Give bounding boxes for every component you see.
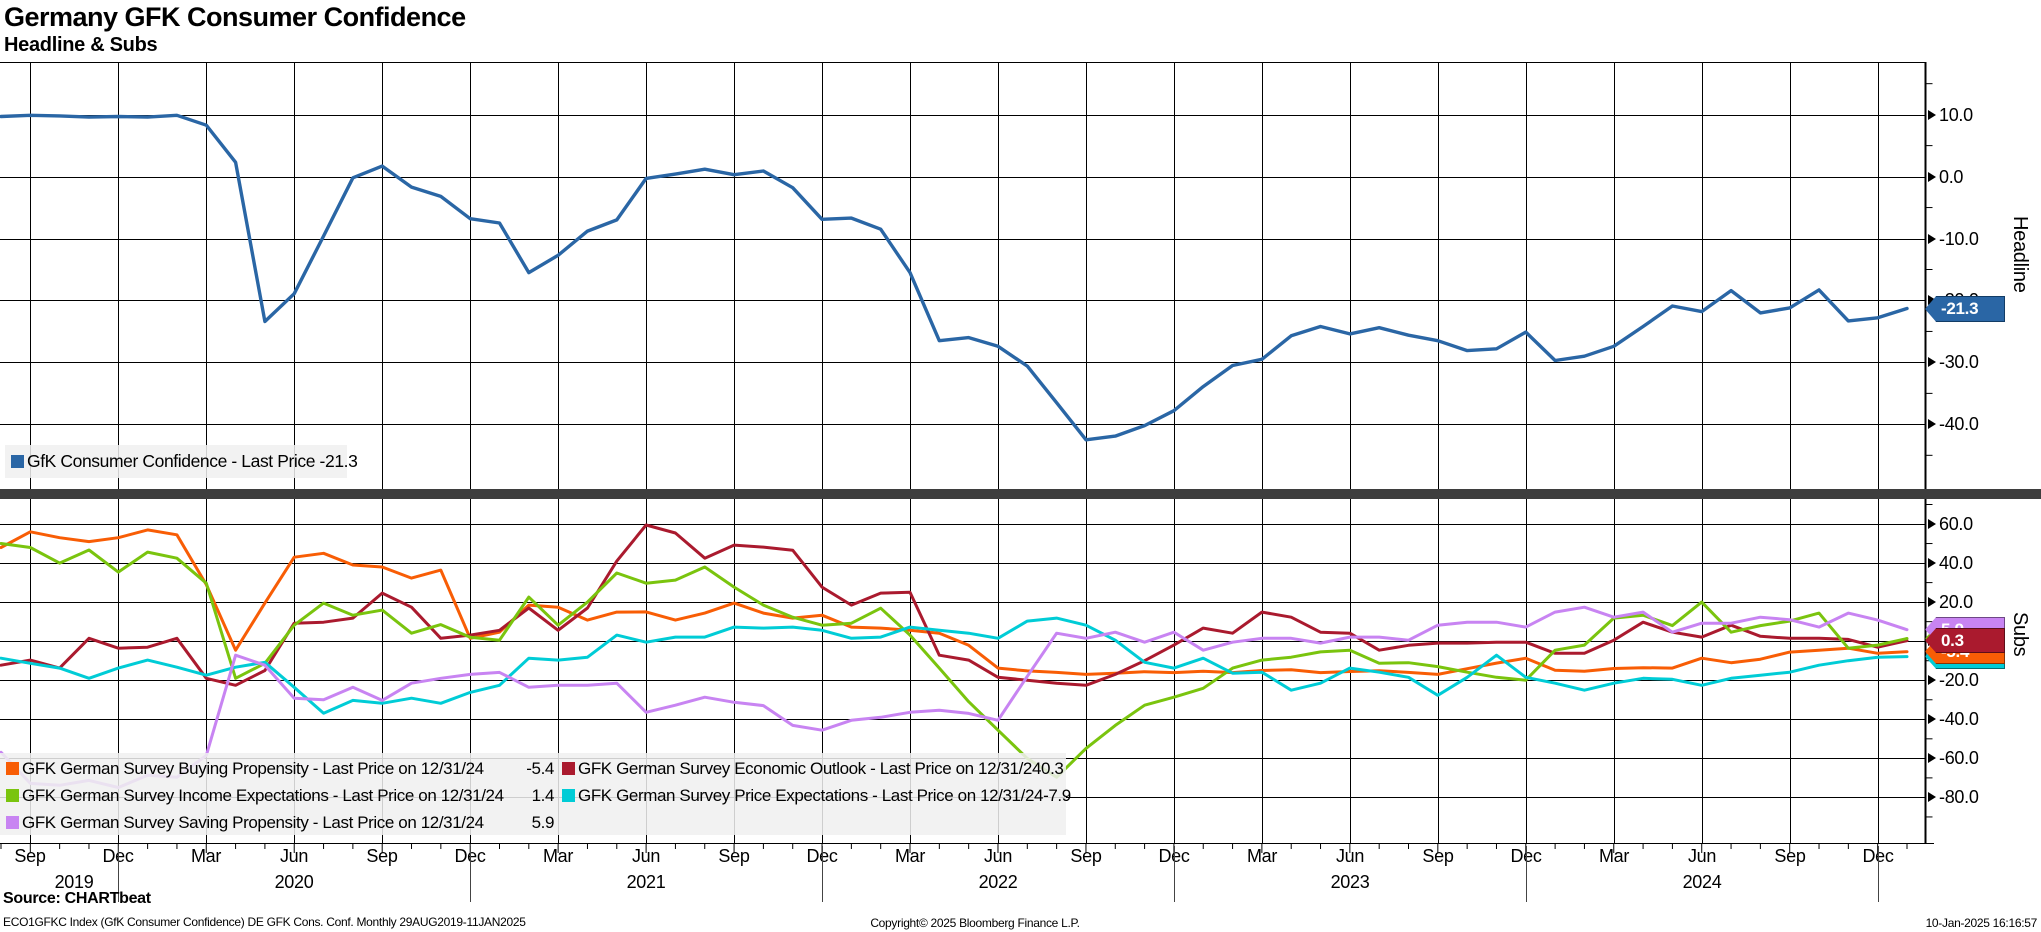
last-price-badge-subs[interactable]: 0.3 xyxy=(1925,628,2005,653)
y-tick-label: -40.0 xyxy=(1928,414,1979,434)
legend-entry[interactable]: GFK German Survey Saving Propensity - La… xyxy=(6,809,554,836)
legend-label: GFK German Survey Price Expectations - L… xyxy=(578,785,1044,805)
x-tick-label: Sep xyxy=(718,846,750,866)
legend-headline-text: GfK Consumer Confidence - Last Price -21… xyxy=(27,451,358,471)
legend-value: -7.9 xyxy=(1043,785,1071,805)
x-year-label: 2021 xyxy=(626,872,666,892)
x-tick-label: Sep xyxy=(14,846,46,866)
legend-subs: GFK German Survey Buying Propensity - La… xyxy=(0,753,1071,836)
x-tick-label: Mar xyxy=(190,846,222,866)
x-tick-label: Jun xyxy=(983,846,1013,866)
x-year-label: 2022 xyxy=(978,872,1018,892)
tick-arrow-icon xyxy=(1928,110,1936,120)
tick-arrow-icon xyxy=(1928,357,1936,367)
x-tick-label: Jun xyxy=(279,846,309,866)
legend-label: GFK German Survey Economic Outlook - Las… xyxy=(578,758,1042,778)
x-tick-label: Sep xyxy=(1070,846,1102,866)
tick-arrow-icon xyxy=(1928,675,1936,685)
legend-swatch xyxy=(562,789,575,802)
x-tick-label: Sep xyxy=(366,846,398,866)
y-tick-label: -10.0 xyxy=(1928,229,1979,249)
legend-entry[interactable]: GFK German Survey Income Expectations - … xyxy=(6,782,554,809)
legend-value: -5.4 xyxy=(526,758,554,778)
legend-swatch-headline xyxy=(11,455,24,468)
x-year-label: 2020 xyxy=(274,872,314,892)
ticker-description: ECO1GFKC Index (GfK Consumer Confidence)… xyxy=(3,915,526,929)
x-year-label: 2023 xyxy=(1330,872,1370,892)
legend-label: GFK German Survey Saving Propensity - La… xyxy=(22,812,484,832)
y-tick-label: -30.0 xyxy=(1928,352,1979,372)
x-tick-label: Sep xyxy=(1774,846,1806,866)
axis-name-subs: Subs xyxy=(2009,612,2031,657)
tick-arrow-icon xyxy=(1928,558,1936,568)
year-separator xyxy=(470,846,471,902)
legend-entry[interactable]: GFK German Survey Economic Outlook - Las… xyxy=(562,755,1064,782)
page-subtitle: Headline & Subs xyxy=(4,34,158,56)
legend-headline[interactable]: GfK Consumer Confidence - Last Price -21… xyxy=(5,445,358,478)
legend-entry[interactable]: GFK German Survey Buying Propensity - La… xyxy=(6,755,554,782)
x-year-label: 2024 xyxy=(1682,872,1722,892)
y-tick-label: 40.0 xyxy=(1928,553,1973,573)
legend-swatch xyxy=(6,789,19,802)
y-tick-label: -20.0 xyxy=(1928,670,1979,690)
legend-swatch xyxy=(562,762,575,775)
tick-arrow-icon xyxy=(1928,714,1936,724)
x-tick-label: Mar xyxy=(542,846,574,866)
year-separator xyxy=(1526,846,1527,902)
tick-arrow-icon xyxy=(1928,234,1936,244)
last-price-badge-headline[interactable]: -21.3 xyxy=(1925,296,2005,322)
tick-arrow-icon xyxy=(1928,753,1936,763)
y-tick-label: 20.0 xyxy=(1928,592,1973,612)
y-tick-label: -60.0 xyxy=(1928,748,1979,768)
axis-name-headline: Headline xyxy=(2009,216,2031,293)
legend-value: 1.4 xyxy=(531,785,555,805)
legend-value: 5.9 xyxy=(531,812,555,832)
chart-timestamp: 10-Jan-2025 16:16:57 xyxy=(1925,916,2038,930)
page-title: Germany GFK Consumer Confidence xyxy=(4,2,466,32)
x-tick-label: Jun xyxy=(1335,846,1365,866)
tick-arrow-icon xyxy=(1928,519,1936,529)
tick-arrow-icon xyxy=(1928,419,1936,429)
x-year-label: 2019 xyxy=(54,872,94,892)
legend-entry[interactable]: GFK German Survey Price Expectations - L… xyxy=(562,782,1071,809)
x-tick-label: Mar xyxy=(1246,846,1278,866)
year-separator xyxy=(118,846,119,902)
y-tick-label: 60.0 xyxy=(1928,514,1973,534)
tick-arrow-icon xyxy=(1928,792,1936,802)
x-tick-label: Mar xyxy=(894,846,926,866)
legend-value: 0.3 xyxy=(1041,758,1064,778)
y-tick-label: 10.0 xyxy=(1928,105,1973,125)
panel-splitter[interactable] xyxy=(0,489,2041,499)
tick-arrow-icon xyxy=(1928,295,1936,305)
source-label: Source: CHARTbeat xyxy=(3,890,151,907)
legend-swatch xyxy=(6,762,19,775)
year-separator xyxy=(1878,846,1879,902)
x-tick-label: Jun xyxy=(1687,846,1717,866)
year-separator xyxy=(1174,846,1175,902)
x-tick-label: Jun xyxy=(631,846,661,866)
copyright-notice: Copyright© 2025 Bloomberg Finance L.P. xyxy=(870,916,1080,930)
year-separator xyxy=(822,846,823,902)
legend-label: GFK German Survey Income Expectations - … xyxy=(22,785,504,805)
y-tick-label: 0.0 xyxy=(1928,167,1963,187)
y-tick-label: -40.0 xyxy=(1928,709,1979,729)
legend-label: GFK German Survey Buying Propensity - La… xyxy=(22,758,484,778)
tick-arrow-icon xyxy=(1928,597,1936,607)
x-tick-label: Mar xyxy=(1598,846,1630,866)
x-tick-label: Sep xyxy=(1422,846,1454,866)
tick-arrow-icon xyxy=(1928,172,1936,182)
y-tick-label: -80.0 xyxy=(1928,787,1979,807)
legend-swatch xyxy=(6,816,19,829)
